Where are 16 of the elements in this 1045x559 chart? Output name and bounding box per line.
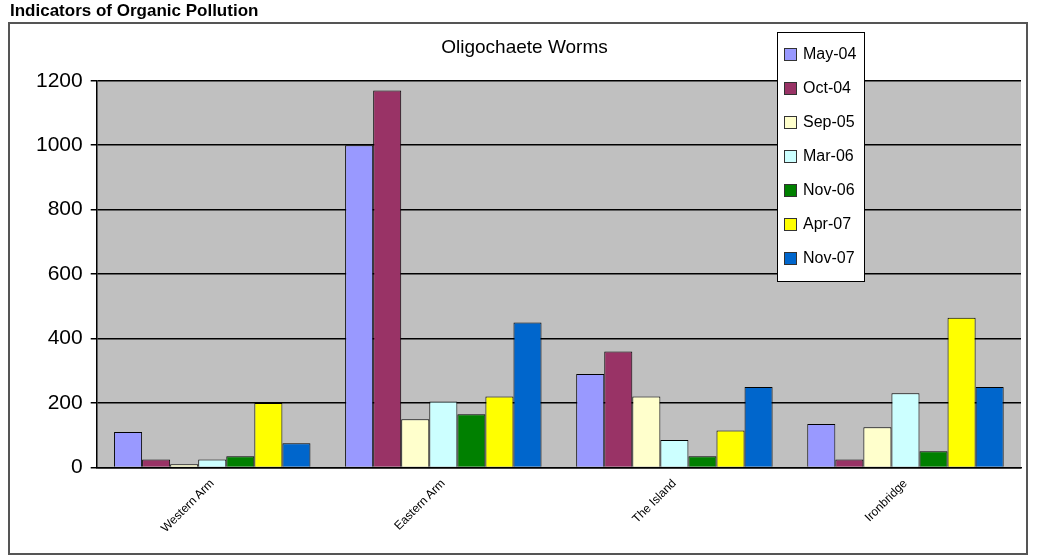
y-tick-label: 1200	[36, 67, 83, 91]
legend-label: Nov-06	[803, 181, 855, 199]
legend-label: Oct-04	[803, 79, 852, 97]
y-tick-label: 800	[47, 196, 83, 220]
legend-label: Apr-07	[803, 215, 852, 233]
legend-label: May-04	[803, 45, 857, 63]
legend-label: Nov-07	[803, 249, 855, 267]
y-tick-label: 600	[47, 260, 83, 284]
chart-subtitle: Oligochaete Worms	[441, 35, 608, 57]
chart-title: Indicators of Organic Pollution	[10, 1, 259, 21]
legend-label: Mar-06	[803, 147, 854, 165]
y-tick-label: 200	[47, 389, 83, 413]
legend-label: Sep-05	[803, 113, 855, 131]
y-tick-label: 0	[71, 454, 83, 478]
y-tick-label: 1000	[36, 132, 83, 156]
y-tick-label: 400	[47, 325, 83, 349]
